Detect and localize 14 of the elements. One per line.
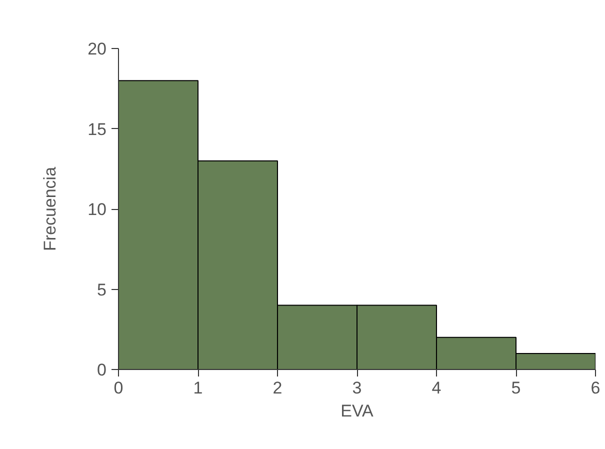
y-tick-label: 5	[97, 280, 107, 300]
y-tick-label: 15	[88, 120, 107, 139]
y-axis-title: Frecuencia	[40, 166, 60, 252]
x-tick-label: 6	[590, 378, 600, 398]
y-tick-label: 0	[97, 360, 107, 380]
x-tick-label: 2	[272, 378, 282, 398]
y-tick-label: 20	[88, 40, 107, 58]
x-tick-label: 5	[511, 378, 521, 398]
x-tick-label: 4	[432, 378, 442, 398]
x-tick-label: 3	[352, 378, 362, 398]
y-tick-label: 10	[88, 200, 107, 219]
x-axis-title: EVA	[340, 402, 374, 420]
x-tick-label: 0	[114, 378, 124, 398]
x-tick-label: 1	[193, 378, 203, 398]
